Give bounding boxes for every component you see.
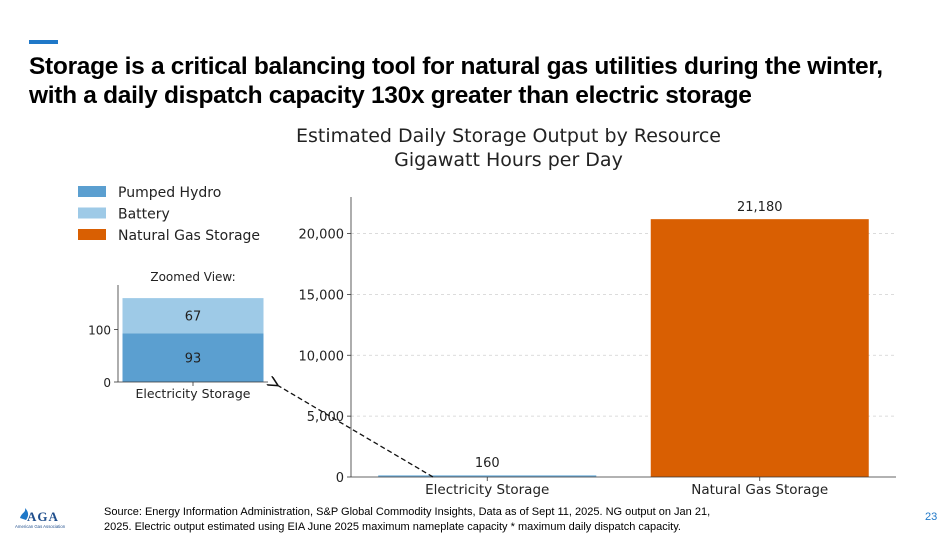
page-title: Storage is a critical balancing tool for… <box>29 52 929 110</box>
zoom-bar-segment <box>122 298 264 334</box>
zoom-connector-arrow <box>277 385 434 478</box>
chart-subtitle: Gigawatt Hours per Day <box>394 149 623 171</box>
page-number: 23 <box>925 511 938 523</box>
headline-line-2: with a daily dispatch capacity 130x grea… <box>29 82 752 109</box>
zoom-y-tick-label: 0 <box>103 376 111 390</box>
legend-label: Pumped Hydro <box>118 185 221 201</box>
source-line-1: Source: Energy Information Administratio… <box>104 506 711 518</box>
legend-label: Battery <box>118 207 170 223</box>
legend-swatch <box>78 186 106 197</box>
bar-segment <box>378 475 597 478</box>
zoom-segment-label: 67 <box>185 310 202 325</box>
logo-text: AGA <box>27 509 59 524</box>
logo-flame-icon <box>20 508 29 520</box>
y-tick-label: 10,000 <box>299 349 345 364</box>
y-tick-label: 15,000 <box>299 288 345 303</box>
zoom-y-tick-label: 100 <box>88 324 111 338</box>
y-tick-label: 0 <box>336 471 344 486</box>
legend-swatch <box>78 207 106 219</box>
x-tick-label: Electricity Storage <box>425 482 549 498</box>
y-tick-label: 5,000 <box>307 410 344 425</box>
bar-segment <box>378 475 597 477</box>
data-label: 160 <box>475 456 500 471</box>
source-note: Source: Energy Information Administratio… <box>104 505 804 535</box>
aga-logo: AGA American Gas Association <box>15 508 66 529</box>
source-line-2: 2025. Electric output estimated using EI… <box>104 521 681 533</box>
data-label: 21,180 <box>737 200 783 215</box>
chart-title: Estimated Daily Storage Output by Resour… <box>296 125 721 147</box>
zoom-title: Zoomed View: <box>150 270 235 284</box>
legend-label: Natural Gas Storage <box>118 228 260 244</box>
x-tick-label: Natural Gas Storage <box>691 482 828 498</box>
y-tick-label: 20,000 <box>299 228 345 243</box>
legend-swatch <box>78 229 106 240</box>
logo-subtext: American Gas Association <box>15 524 66 529</box>
accent-bar <box>29 40 58 44</box>
zoom-x-tick-label: Electricity Storage <box>136 386 251 401</box>
zoom-segment-label: 93 <box>185 352 202 367</box>
headline-line-1: Storage is a critical balancing tool for… <box>29 53 883 80</box>
bar-segment <box>650 219 869 477</box>
zoom-bar-segment <box>122 333 264 382</box>
